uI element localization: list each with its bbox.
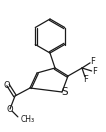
Text: CH₃: CH₃ [21, 114, 35, 124]
Text: S: S [62, 87, 68, 97]
Text: F: F [91, 56, 95, 65]
Text: O: O [4, 81, 10, 89]
Text: F: F [84, 76, 88, 84]
Text: O: O [7, 105, 13, 114]
Text: F: F [93, 67, 97, 77]
